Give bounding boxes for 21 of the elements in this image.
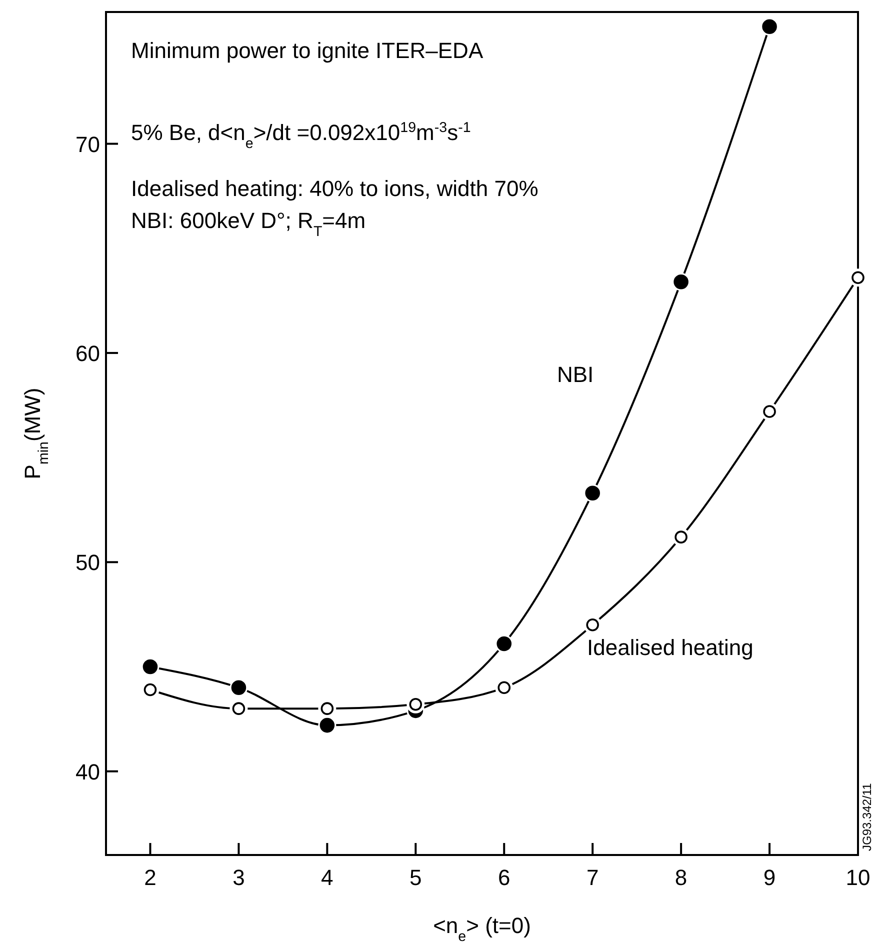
series-label: NBI [557, 362, 594, 387]
annotation: Idealised heating: 40% to ions, width 70% [131, 176, 538, 201]
x-tick-label: 5 [410, 865, 422, 890]
annotation: NBI: 600keV D°; R$_{T}$=4m [131, 208, 366, 240]
x-tick-label: 8 [674, 865, 688, 890]
series-label: Idealised heating [587, 635, 754, 660]
y-tick-label: 50 [76, 550, 100, 576]
y-tick-label: 60 [76, 340, 100, 366]
x-tick-label: 6 [498, 865, 510, 890]
y-tick-label: 40 [76, 759, 100, 784]
x-tick-label: 3 [232, 865, 245, 890]
x-tick-label: 9 [763, 865, 776, 890]
annotation: 5% Be, d<n$_{e}$>/dt =0.092x10$^{19}$m$^{-3}$s$^{-1}$ [131, 120, 471, 152]
annotation: Minimum power to ignite ITER–EDA [131, 38, 484, 63]
x-tick-label: 2 [144, 865, 156, 890]
x-tick-label: 4 [321, 865, 334, 890]
x-axis-title: <n$_{e}$> (t=0) [433, 913, 531, 945]
x-tick-label: 10 [846, 865, 870, 890]
y-tick-label: 70 [76, 132, 100, 157]
text: JG93.342/11 [860, 782, 874, 851]
x-tick-label: 7 [586, 865, 599, 890]
